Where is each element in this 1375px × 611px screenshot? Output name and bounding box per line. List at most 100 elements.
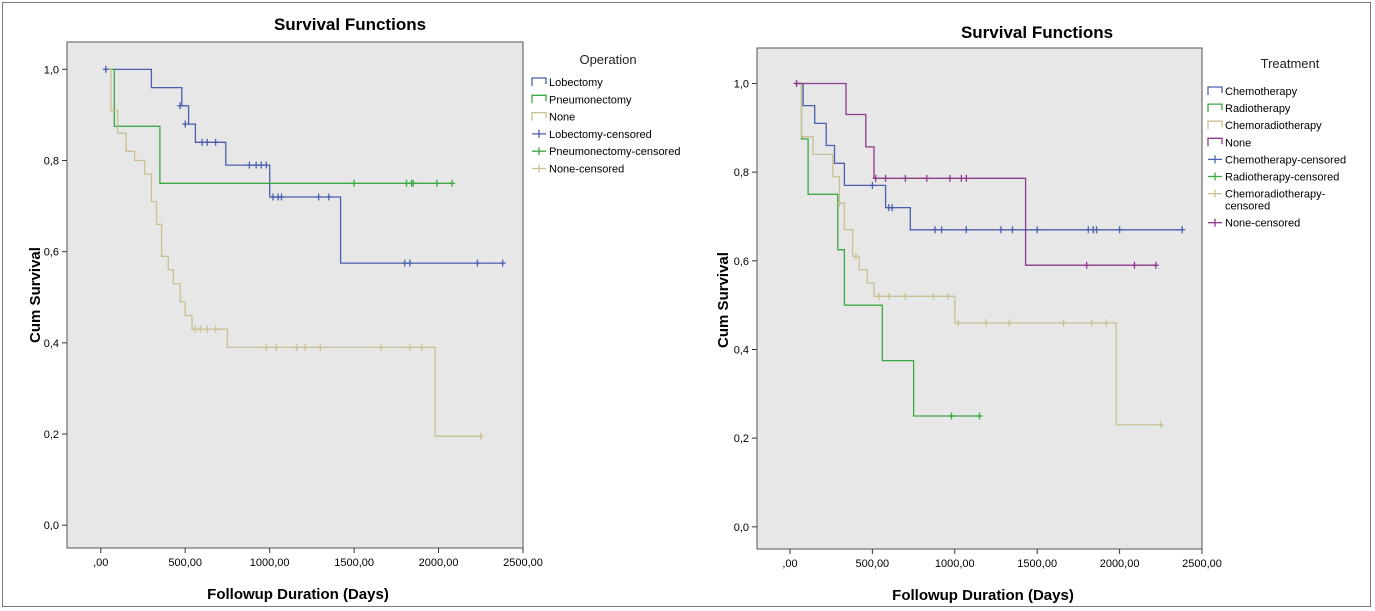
legend-swatch — [1207, 137, 1223, 147]
panel-treatment: Survival Functions 0,0 0,2 0,4 0,6 0,8 1,0 ,00… — [715, 23, 1346, 604]
censor-mark — [885, 292, 892, 300]
x-tick-label: 500,00 — [856, 558, 890, 570]
legend-label: Chemotherapy — [1225, 86, 1298, 98]
legend-item: Radiotherapy — [1207, 103, 1291, 115]
legend-item: None — [531, 112, 575, 124]
series-line-pneumonectomy — [107, 68, 453, 184]
y-tick-label: 1,0 — [44, 64, 59, 76]
censor-mark — [1103, 319, 1110, 327]
legend-label: Lobectomy — [549, 77, 603, 89]
legend-label: Lobectomy-censored — [549, 129, 652, 141]
series-line-chemoradiotherapy — [793, 82, 1161, 426]
censor-mark — [1009, 226, 1016, 234]
legend-title-operation: Operation — [579, 52, 636, 67]
legend-item: None-censored — [532, 164, 624, 176]
legend-item: Chemotherapy — [1207, 86, 1298, 98]
legend-label: censored — [1225, 201, 1270, 213]
censor-mark — [1116, 226, 1123, 234]
censor-mark — [1060, 319, 1067, 327]
censor-mark — [406, 343, 413, 351]
censor-marks-treatment — [793, 79, 1186, 429]
censor-mark — [930, 292, 937, 300]
series-line-none — [796, 82, 1156, 266]
legend-label: Pneumonectomy-censored — [549, 146, 680, 158]
censor-mark — [983, 319, 990, 327]
censor-mark — [199, 138, 206, 146]
legend-swatch — [1207, 86, 1223, 95]
y-axis-label-operation: Cum Survival — [27, 247, 44, 343]
legend-label: Chemoradiotherapy- — [1225, 189, 1326, 201]
legend-label: Chemotherapy-censored — [1225, 154, 1346, 166]
y-tick-label: 0,4 — [44, 338, 59, 350]
legend-label: None-censored — [1225, 218, 1300, 230]
y-tick-label: 1,0 — [734, 78, 749, 90]
legend-item: Chemotherapy-censored — [1208, 154, 1346, 166]
censor-mark — [882, 174, 889, 182]
censor-mark — [938, 226, 945, 234]
censor-mark — [278, 193, 285, 201]
censor-mark — [1034, 226, 1041, 234]
censor-mark — [401, 259, 408, 267]
censor-mark — [872, 174, 879, 182]
censor-mark — [433, 179, 440, 187]
x-tick-label: 2500,00 — [1182, 558, 1222, 570]
censor-mark — [258, 161, 265, 169]
censor-mark — [263, 343, 270, 351]
y-tick-label: 0,6 — [44, 247, 59, 259]
censor-mark — [946, 174, 953, 182]
censor-mark — [177, 102, 184, 110]
censor-mark — [793, 79, 800, 87]
censor-mark — [204, 325, 211, 333]
censor-mark — [955, 319, 962, 327]
y-tick-label: 0,2 — [734, 433, 749, 445]
x-tick-label: ,00 — [93, 557, 108, 569]
x-tick-label: 1000,00 — [250, 557, 290, 569]
legend-treatment: Chemotherapy Radiotherapy Chemoradiotherap… — [1207, 86, 1346, 230]
x-tick-label: ,00 — [782, 558, 797, 570]
y-tick-label: 0,0 — [44, 520, 59, 532]
legend-item: Lobectomy — [531, 77, 603, 89]
plot-area-operation — [66, 41, 524, 549]
legend-item: Lobectomy-censored — [532, 129, 652, 141]
censor-mark — [317, 343, 324, 351]
censor-mark — [1152, 261, 1159, 269]
censor-mark — [997, 226, 1004, 234]
legend-item: Radiotherapy-censored — [1208, 172, 1339, 184]
censor-mark — [263, 161, 270, 169]
censor-mark — [1179, 226, 1186, 234]
censor-mark — [1157, 421, 1164, 429]
chart-title-operation: Survival Functions — [274, 15, 426, 34]
censor-mark — [378, 343, 385, 351]
x-tick-label: 1500,00 — [1017, 558, 1057, 570]
axes-treatment: 0,0 0,2 0,4 0,6 0,8 1,0 ,00 500,00 1000,00 1500,0… — [734, 78, 1222, 570]
censor-mark — [932, 226, 938, 234]
y-tick-label: 0,8 — [734, 167, 749, 179]
x-tick-label: 2500,00 — [503, 557, 543, 569]
censor-mark — [963, 226, 970, 234]
legend-title-treatment: Treatment — [1261, 56, 1320, 71]
legend-swatch — [1207, 120, 1223, 130]
censor-mark — [1131, 261, 1138, 269]
censor-mark — [406, 259, 413, 267]
y-tick-label: 0,4 — [734, 344, 749, 356]
censor-mark — [1083, 261, 1090, 269]
censor-mark — [302, 343, 309, 351]
panel-operation: Survival Functions 0,0 0,2 0,4 0,6 0,8 1,0 ,00… — [27, 15, 680, 603]
legend-item: None — [1207, 137, 1251, 149]
censor-mark — [204, 138, 211, 146]
legend-label: Radiotherapy-censored — [1225, 172, 1339, 184]
y-tick-label: 0,2 — [44, 429, 59, 441]
legend-item: Chemoradiotherapy — [1207, 120, 1322, 132]
censor-mark — [351, 179, 358, 187]
censor-mark — [875, 292, 882, 300]
legend-swatch — [531, 94, 547, 104]
y-tick-label: 0,8 — [44, 156, 59, 168]
censor-mark — [449, 179, 456, 187]
censor-mark — [246, 161, 253, 169]
censor-mark — [1093, 226, 1100, 234]
x-tick-label: 2000,00 — [419, 557, 459, 569]
censor-mark — [963, 174, 970, 182]
censor-mark — [410, 179, 417, 187]
legend-item: Pneumonectomy — [531, 94, 632, 106]
